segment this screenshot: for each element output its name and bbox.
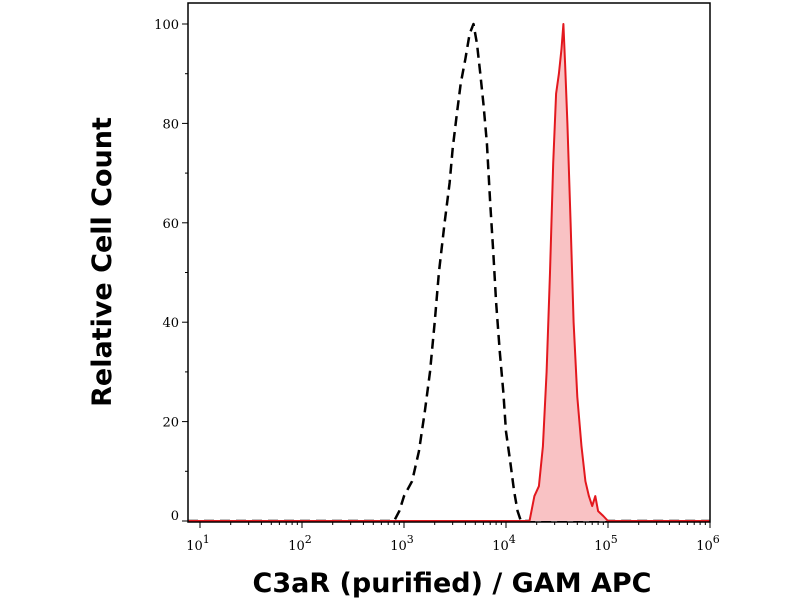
x-tick-exponent: 6 [713, 533, 720, 546]
y-tick-label: 80 [162, 117, 179, 132]
y-tick-label: 60 [162, 217, 179, 232]
x-tick-exponent: 1 [203, 533, 210, 546]
x-tick-base: 10 [492, 539, 509, 554]
y-tick-label: 20 [162, 416, 179, 431]
x-tick-label: 104 [492, 533, 516, 554]
series-layer [188, 22, 710, 523]
series-2-line [188, 23, 710, 522]
x-tick-base: 10 [390, 539, 407, 554]
x-tick-exponent: 5 [611, 533, 618, 546]
plot-frame [187, 2, 711, 523]
x-axis-title: C3aR (purified) / GAM APC [253, 568, 652, 599]
x-tick-exponent: 2 [305, 533, 312, 546]
x-tick-exponent: 3 [407, 533, 414, 546]
y-tick-label: 0 [171, 509, 179, 524]
y-axis-ticks: 0 20 40 60 80 100 [154, 18, 188, 524]
x-axis-ticks: 101 102 103 104 105 106 [186, 522, 720, 554]
series-1-line [188, 22, 710, 523]
x-tick-label: 105 [594, 533, 618, 554]
y-axis-title: Relative Cell Count [87, 117, 118, 407]
x-tick-exponent: 4 [509, 533, 516, 546]
x-tick-base: 10 [288, 539, 305, 554]
x-tick-base: 10 [696, 539, 713, 554]
series-2-fill [188, 24, 710, 521]
x-tick-base: 10 [594, 539, 611, 554]
x-tick-label: 101 [186, 533, 210, 554]
x-tick-label: 103 [390, 533, 414, 554]
x-tick-label: 106 [696, 533, 720, 554]
x-tick-label: 102 [288, 533, 312, 554]
x-tick-base: 10 [186, 539, 203, 554]
y-tick-label: 40 [162, 316, 179, 331]
y-tick-label: 100 [154, 18, 179, 33]
